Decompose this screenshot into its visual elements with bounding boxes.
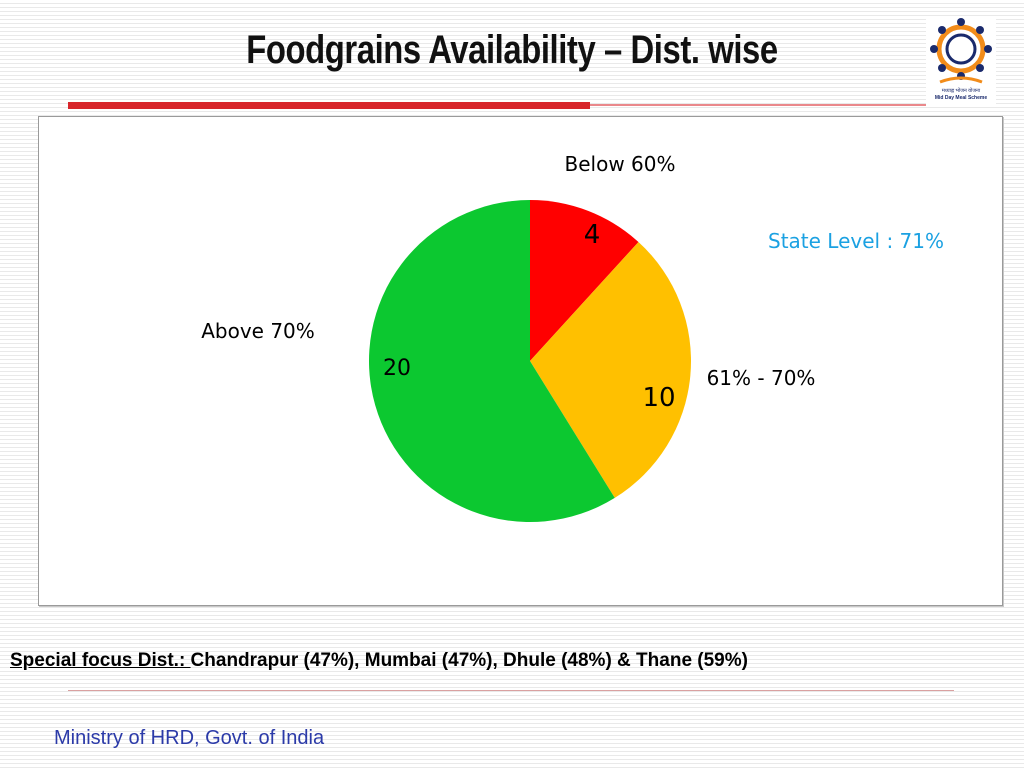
data-label-above-70: 20 <box>383 356 411 381</box>
pie-slice-2 <box>368 200 615 522</box>
pie-chart: Below 60% 61% - 70% Above 70% 4 10 20 St… <box>201 152 944 522</box>
footer-divider <box>68 690 954 691</box>
pie-slice-1 <box>530 242 691 498</box>
category-label-above-70: Above 70% <box>201 319 315 343</box>
title-underline-bar <box>68 102 590 109</box>
ministry-footer: Ministry of HRD, Govt. of India <box>54 727 325 749</box>
data-label-below-60: 4 <box>584 220 601 250</box>
special-focus-line: Special focus Dist.: Chandrapur (47%), M… <box>10 650 1020 672</box>
data-label-61-70: 10 <box>642 383 675 413</box>
logo-text-english: Mid Day Meal Scheme <box>934 95 988 101</box>
special-focus-districts: Chandrapur (47%), Mumbai (47%), Dhule (4… <box>190 650 748 671</box>
category-label-below-60: Below 60% <box>565 152 676 176</box>
state-level-annotation: State Level : 71% <box>768 229 944 253</box>
chart-panel: Below 60% 61% - 70% Above 70% 4 10 20 St… <box>38 116 1003 606</box>
logo-text-hindi: मध्याह्न भोजन योजना <box>941 88 981 94</box>
title-underline-thin <box>590 104 930 106</box>
category-label-61-70: 61% - 70% <box>707 366 816 390</box>
slide-title: Foodgrains Availability – Dist. wise <box>246 28 778 72</box>
pie-slice-0 <box>530 200 639 361</box>
special-focus-label: Special focus Dist.: <box>10 650 191 671</box>
mid-day-meal-logo: मध्याह्न भोजन योजना Mid Day Meal Scheme <box>926 16 996 106</box>
